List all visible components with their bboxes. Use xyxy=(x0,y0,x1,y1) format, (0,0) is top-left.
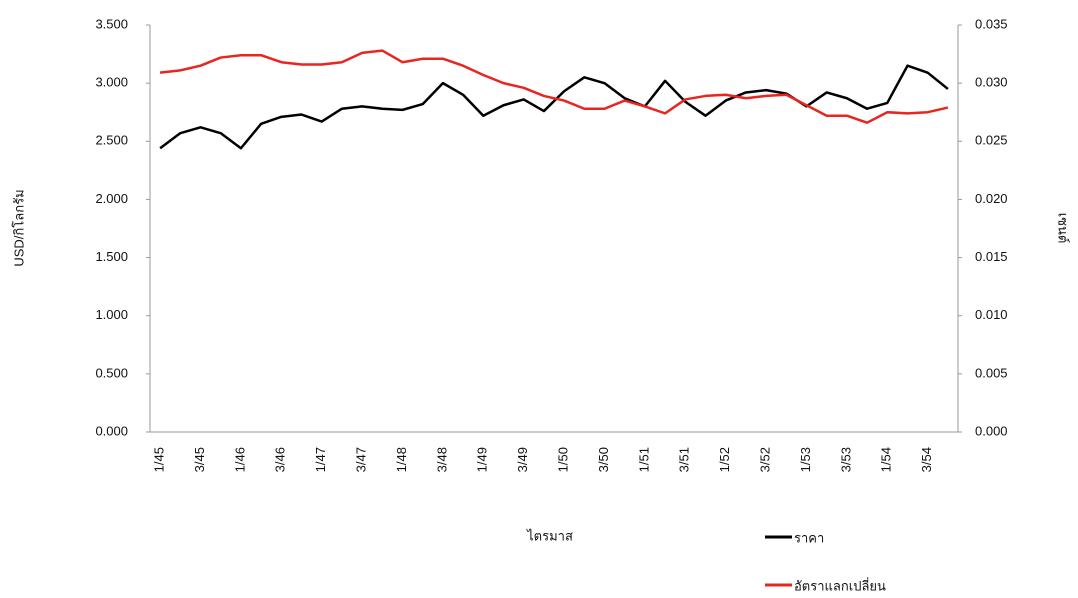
x-tick-label: 3/47 xyxy=(354,447,369,472)
y2-axis-label: เซนต์ xyxy=(1056,213,1071,244)
legend-label: ราคา xyxy=(794,530,824,545)
x-tick-label: 1/54 xyxy=(879,447,894,472)
y-tick-label: 2.000 xyxy=(95,191,128,206)
y-tick-label: 1.000 xyxy=(95,307,128,322)
x-tick-label: 1/45 xyxy=(152,447,167,472)
x-tick-label: 3/45 xyxy=(192,447,207,472)
x-tick-label: 3/48 xyxy=(434,447,449,472)
y-tick-label: 0.500 xyxy=(95,365,128,380)
y-tick-label: 0.000 xyxy=(95,423,128,438)
x-tick-label: 3/54 xyxy=(919,447,934,472)
chart: USD/กิโลกรัม เซนต์ ไตรมาส 0.000 0.500 1.00… xyxy=(0,0,1078,598)
x-tick-label: 1/49 xyxy=(475,447,490,472)
y-axis-label: USD/กิโลกรัม xyxy=(11,189,26,266)
y2-tick-label: 0.010 xyxy=(975,307,1008,322)
y-tick-label: 3.500 xyxy=(95,16,128,31)
y2-tick-label: 0.015 xyxy=(975,249,1008,264)
y2-tick-label: 0.025 xyxy=(975,133,1008,148)
x-tick-label: 3/50 xyxy=(596,447,611,472)
page: {"chart_data": {"type": "line", "x_label… xyxy=(0,0,1078,598)
y-tick-label: 1.500 xyxy=(95,249,128,264)
x-tick-label: 1/53 xyxy=(798,447,813,472)
y-tick-label: 3.000 xyxy=(95,75,128,90)
x-tick-label: 1/48 xyxy=(394,447,409,472)
legend-label: อัตราแลกเปลี่ยน xyxy=(794,577,886,593)
series-line xyxy=(160,66,948,149)
x-tick-label: 1/50 xyxy=(556,447,571,472)
x-tick-label: 1/46 xyxy=(232,447,247,472)
x-tick-label: 1/52 xyxy=(717,447,732,472)
x-tick-label: 3/52 xyxy=(758,447,773,472)
x-tick-label: 1/51 xyxy=(636,447,651,472)
x-tick-label: 3/46 xyxy=(273,447,288,472)
y-tick-label: 2.500 xyxy=(95,133,128,148)
y2-tick-label: 0.035 xyxy=(975,16,1008,31)
x-tick-label: 3/51 xyxy=(677,447,692,472)
x-tick-label: 3/49 xyxy=(515,447,530,472)
y2-tick-label: 0.020 xyxy=(975,191,1008,206)
y2-tick-label: 0.030 xyxy=(975,75,1008,90)
y2-tick-label: 0.005 xyxy=(975,365,1008,380)
x-axis-label: ไตรมาส xyxy=(526,528,573,543)
x-tick-label: 3/53 xyxy=(838,447,853,472)
y2-tick-label: 0.000 xyxy=(975,423,1008,438)
series-line xyxy=(160,51,948,123)
x-tick-label: 1/47 xyxy=(313,447,328,472)
